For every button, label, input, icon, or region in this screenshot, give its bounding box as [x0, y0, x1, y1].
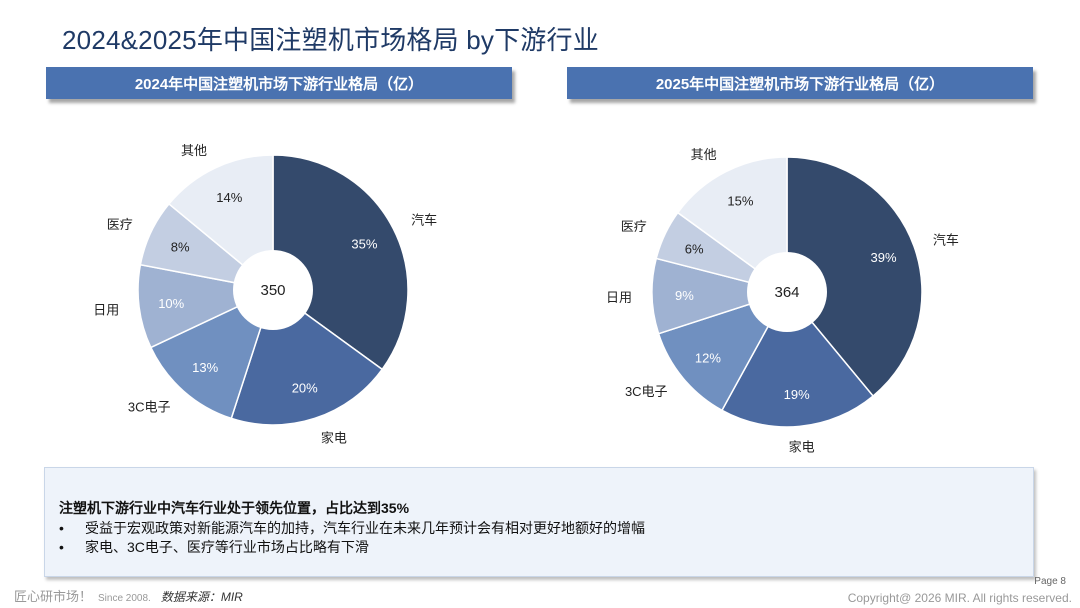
pie-slice-appliance: [720, 290, 875, 428]
slice-value-label: 15%: [727, 194, 753, 209]
pie-slice-other: [676, 156, 788, 294]
page-number: Page 8: [1034, 576, 1066, 587]
slice-category-label: 日用: [93, 302, 119, 317]
slice-category-label: 家电: [789, 439, 815, 454]
summary-headline: 注塑机下游行业中汽车行业处于领先位置，占比达到35%: [59, 500, 410, 516]
slice-category-label: 3C电子: [128, 399, 171, 414]
bullet-mark: •: [59, 520, 64, 536]
slice-value-label: 19%: [784, 387, 810, 402]
pie-slice-auto: [786, 156, 923, 398]
chart-title-2024: 2024年中国注塑机市场下游行业格局（亿）: [46, 67, 512, 99]
pie-center-hole: [233, 250, 313, 330]
slice-category-label: 家电: [321, 430, 347, 445]
slice-value-label: 20%: [292, 381, 318, 396]
slice-category-label: 其他: [181, 143, 207, 158]
summary-bullet-text: 家电、3C电子、医疗等行业市场占比略有下滑: [85, 539, 369, 555]
summary-bullet: • 家电、3C电子、医疗等行业市场占比略有下滑: [59, 537, 369, 557]
slice-value-label: 13%: [192, 360, 218, 375]
slice-category-label: 医疗: [107, 217, 133, 232]
pie-slice-3c-electronics: [657, 290, 789, 412]
footer-brand: 匠心研市场！: [14, 589, 93, 604]
slice-value-label: 6%: [685, 241, 704, 256]
footer-since: Since 2008.: [98, 593, 151, 604]
slice-category-label: 日用: [606, 290, 632, 305]
copyright: Copyright@ 2026 MIR. All rights reserved…: [847, 591, 1072, 605]
page-title: 2024&2025年中国注塑机市场格局 by下游行业: [62, 25, 599, 55]
center-total-label: 350: [260, 282, 285, 299]
slice-value-label: 12%: [695, 350, 721, 365]
footer-source: 数据来源：MIR: [160, 590, 243, 604]
center-total-label: 364: [774, 284, 799, 301]
slice-value-label: 14%: [216, 190, 242, 205]
pie-slice-3c-electronics: [149, 288, 275, 420]
summary-box: 注塑机下游行业中汽车行业处于领先位置，占比达到35% • 受益于宏观政策对新能源汽…: [44, 467, 1034, 577]
pie-slice-auto: [272, 154, 409, 371]
pie-chart-2025: 39% 汽车 19% 家电 12% 3C电子 9% 日用 6% 医疗 15% 其他 364: [606, 147, 959, 454]
slice-value-label: 8%: [171, 239, 190, 254]
footer-brand-block: 匠心研市场！ Since 2008. 数据来源：MIR: [14, 586, 243, 605]
slice-value-label: 9%: [675, 288, 694, 303]
slice-category-label: 医疗: [621, 219, 647, 234]
summary-bullet-text: 受益于宏观政策对新能源汽车的加持，汽车行业在未来几年预计会有相对更好地额好的增幅: [85, 520, 645, 536]
slice-value-label: 35%: [351, 236, 377, 251]
slice-category-label: 汽车: [411, 213, 437, 228]
chart-title-2025: 2025年中国注塑机市场下游行业格局（亿）: [567, 67, 1033, 99]
summary-bullet: • 受益于宏观政策对新能源汽车的加持，汽车行业在未来几年预计会有相对更好地额好的增…: [59, 518, 645, 538]
slice-value-label: 10%: [158, 296, 184, 311]
slice-category-label: 其他: [691, 147, 717, 162]
bullet-mark: •: [59, 539, 64, 555]
pie-center-hole: [747, 252, 827, 332]
slice-category-label: 汽车: [933, 232, 959, 247]
slice-value-label: 39%: [871, 250, 897, 265]
slice-category-label: 3C电子: [625, 384, 668, 399]
pie-slice-other: [167, 154, 274, 292]
pie-chart-2024: 35% 汽车 20% 家电 13% 3C电子 10% 日用 8% 医疗 14% 其他 350: [93, 143, 437, 446]
